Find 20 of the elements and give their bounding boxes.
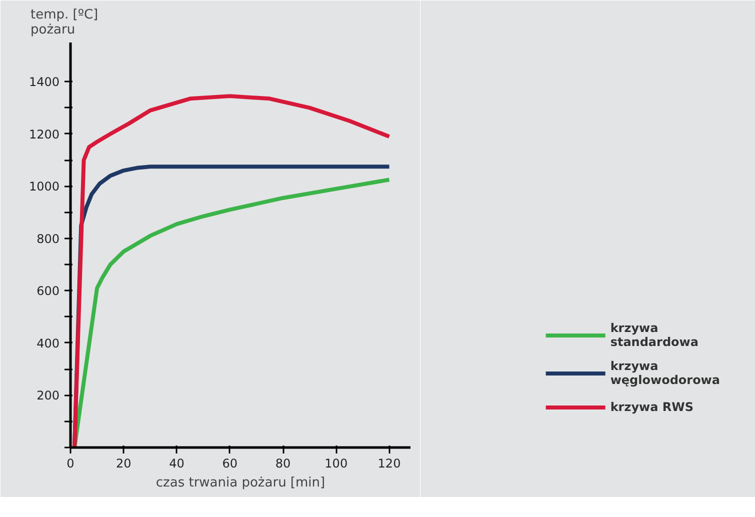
legend-label: krzywa standardowa (610, 321, 698, 349)
legend-label: krzywa węglowodorowa (610, 359, 720, 387)
x-axis-title: czas trwania pożaru [min] (156, 476, 326, 490)
x-tick-label: 60 (222, 456, 238, 470)
x-tick-label: 0 (66, 456, 74, 470)
x-tick-label: 100 (324, 456, 348, 470)
y-tick-label: 800 (36, 232, 60, 246)
legend-label: krzywa RWS (610, 400, 694, 414)
y-tick-label: 400 (36, 336, 60, 350)
x-tick-label: 20 (116, 456, 132, 470)
y-tick-label: 200 (36, 388, 60, 403)
x-tick-label: 80 (275, 456, 291, 470)
y-axis-title: temp. [ºC] pożaru (30, 8, 98, 38)
x-tick-label: 40 (169, 456, 184, 470)
y-tick-label: 1200 (28, 127, 60, 142)
y-tick-label: 600 (36, 284, 60, 298)
line-series (72, 94, 392, 448)
y-tick-label: 1000 (28, 180, 60, 194)
y-tick-label: 1400 (28, 75, 60, 90)
x-tick-label: 120 (378, 456, 401, 470)
